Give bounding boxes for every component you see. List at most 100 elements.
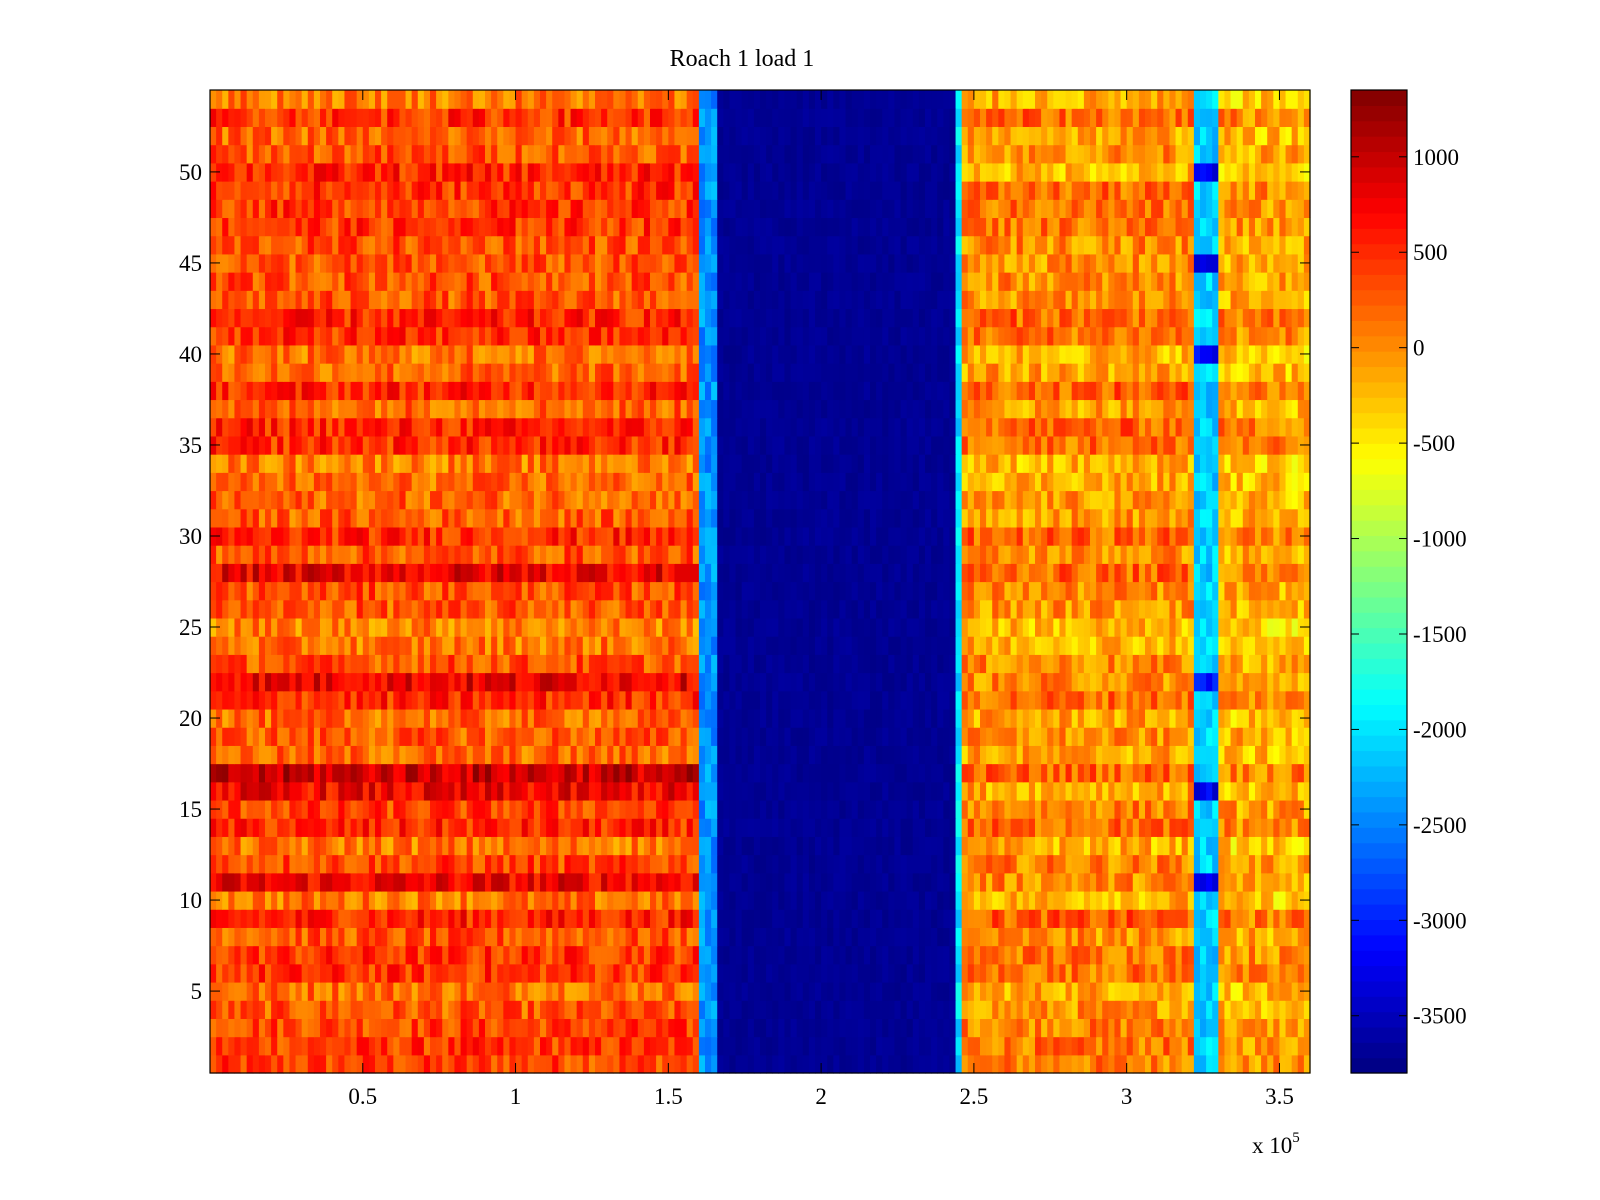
heatmap-cell: [937, 708, 944, 728]
heatmap-cell: [662, 1018, 669, 1038]
heatmap-cell: [210, 690, 217, 710]
heatmap-cell: [252, 672, 260, 692]
heatmap-cell: [698, 872, 706, 892]
heatmap-cell: [307, 1018, 315, 1038]
heatmap-cell: [882, 854, 889, 874]
heatmap-cell: [717, 872, 724, 892]
heatmap-cell: [1010, 581, 1018, 601]
heatmap-cell: [338, 581, 346, 601]
heatmap-cell: [466, 708, 474, 728]
heatmap-cell: [1200, 818, 1207, 837]
heatmap-cell: [619, 854, 627, 874]
heatmap-cell: [497, 690, 504, 710]
heatmap-cell: [601, 636, 608, 655]
heatmap-cell: [393, 563, 401, 583]
heatmap-cell: [760, 617, 767, 637]
heatmap-cell: [222, 909, 229, 928]
heatmap-cell: [998, 818, 1006, 837]
heatmap-cell: [448, 563, 456, 583]
heatmap-cell: [411, 1000, 419, 1019]
heatmap-cell: [1041, 890, 1048, 910]
heatmap-cell: [863, 1000, 871, 1019]
heatmap-cell: [326, 1000, 333, 1019]
heatmap-cell: [326, 654, 333, 674]
heatmap-cell: [338, 799, 346, 819]
heatmap-cell: [540, 654, 547, 674]
heatmap-cell: [362, 981, 370, 1001]
heatmap-cell: [698, 781, 706, 801]
heatmap-cell: [643, 781, 651, 801]
heatmap-cell: [436, 854, 443, 874]
heatmap-cell: [588, 727, 596, 746]
heatmap-cell: [668, 654, 676, 674]
heatmap-cell: [1120, 708, 1128, 728]
heatmap-cell: [986, 690, 993, 710]
heatmap-cell: [1071, 799, 1079, 819]
heatmap-cell: [753, 654, 761, 674]
heatmap-cell: [350, 727, 358, 746]
heatmap-cell: [1022, 1000, 1030, 1019]
heatmap-cell: [411, 763, 419, 783]
heatmap-cell: [430, 617, 437, 637]
heatmap-cell: [558, 617, 566, 637]
heatmap-cell: [821, 981, 828, 1001]
heatmap-cell: [326, 636, 333, 655]
heatmap-cell: [515, 836, 523, 856]
heatmap-cell: [454, 781, 462, 801]
heatmap-cell: [668, 781, 676, 801]
heatmap-cell: [405, 654, 413, 674]
heatmap-cell: [772, 781, 779, 801]
heatmap-cell: [980, 636, 987, 655]
heatmap-cell: [998, 945, 1006, 965]
heatmap-cell: [1255, 708, 1262, 728]
heatmap-cell: [729, 563, 737, 583]
heatmap-cell: [747, 1018, 755, 1038]
heatmap-cell: [1126, 1036, 1134, 1056]
heatmap-cell: [980, 599, 987, 619]
heatmap-cell: [368, 927, 376, 947]
heatmap-cell: [1175, 909, 1183, 928]
heatmap-cell: [1114, 708, 1122, 728]
heatmap-cell: [344, 799, 352, 819]
heatmap-cell: [558, 963, 566, 983]
heatmap-cell: [894, 927, 902, 947]
heatmap-cell: [472, 672, 480, 692]
heatmap-cell: [1236, 690, 1244, 710]
heatmap-cell: [1206, 781, 1213, 801]
heatmap-cell: [802, 581, 810, 601]
heatmap-cell: [815, 945, 822, 965]
heatmap-cell: [362, 581, 370, 601]
heatmap-cell: [362, 799, 370, 819]
heatmap-cell: [222, 1000, 229, 1019]
heatmap-cell: [399, 690, 407, 710]
heatmap-cell: [705, 581, 712, 601]
heatmap-cell: [741, 963, 749, 983]
heatmap-cell: [1102, 581, 1109, 601]
heatmap-cell: [564, 854, 572, 874]
heatmap-cell: [258, 599, 266, 619]
heatmap-cell: [1255, 672, 1262, 692]
heatmap-cell: [1090, 672, 1097, 692]
heatmap-cell: [350, 581, 358, 601]
heatmap-cell: [1077, 872, 1085, 892]
heatmap-cell: [1236, 672, 1244, 692]
heatmap-cell: [240, 563, 248, 583]
heatmap-cell: [815, 745, 822, 765]
heatmap-cell: [656, 872, 663, 892]
heatmap-cell: [399, 708, 407, 728]
heatmap-cell: [393, 1036, 401, 1056]
heatmap-cell: [802, 781, 810, 801]
heatmap-cell: [546, 799, 553, 819]
heatmap-cell: [1065, 927, 1073, 947]
heatmap-cell: [350, 799, 358, 819]
heatmap-cell: [521, 636, 529, 655]
heatmap-cell: [992, 799, 999, 819]
heatmap-cell: [1242, 636, 1250, 655]
heatmap-cell: [362, 690, 370, 710]
heatmap-cell: [1126, 854, 1134, 874]
heatmap-cell: [460, 799, 468, 819]
heatmap-cell: [900, 981, 908, 1001]
heatmap-cell: [1218, 781, 1226, 801]
heatmap-cell: [417, 890, 425, 910]
heatmap-cell: [1010, 927, 1018, 947]
